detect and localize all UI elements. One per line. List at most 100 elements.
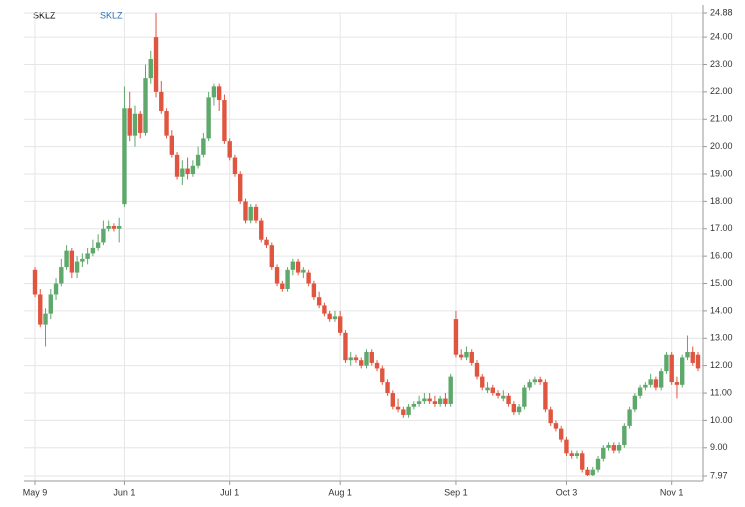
candle-body [164, 111, 169, 136]
candle-body [453, 319, 459, 355]
candle-body [211, 86, 217, 98]
candle-body [395, 406, 401, 410]
y-tick-label: 17.00 [710, 223, 733, 233]
y-tick-label: 11.00 [710, 387, 732, 397]
candle-body [90, 247, 96, 254]
candle-body [95, 242, 101, 248]
candle-body [290, 261, 296, 270]
candle-body [459, 354, 464, 358]
candle-body [148, 58, 153, 79]
candle-body [138, 113, 143, 133]
candle-body [506, 395, 511, 404]
candle-body [201, 138, 206, 155]
legend-entry: SKLZ [100, 10, 123, 20]
candle-body [232, 157, 238, 174]
x-tick-label: Jul 1 [220, 487, 239, 497]
candle-body [248, 206, 253, 221]
candle-body [669, 354, 674, 383]
candle-body [316, 297, 322, 306]
candle-body [637, 387, 643, 396]
candle-body [306, 272, 311, 284]
candle-body [495, 393, 501, 396]
y-tick-label: 13.00 [710, 333, 733, 343]
y-tick-label: 16.00 [710, 251, 733, 261]
candle-body [101, 228, 106, 243]
x-tick-label: Jun 1 [113, 487, 135, 497]
candle-body [106, 226, 111, 229]
candle-body [359, 360, 364, 366]
candle-body [32, 269, 38, 295]
candle-body [69, 250, 75, 273]
candle-body [443, 398, 448, 404]
candle-body [259, 220, 264, 240]
candle-body [548, 409, 553, 424]
candle-body [537, 379, 543, 383]
candle-body [653, 379, 659, 388]
candle-body [595, 458, 601, 470]
y-tick-label: 23.00 [710, 59, 733, 69]
candle-body [632, 395, 638, 410]
candle-body [695, 354, 701, 369]
candle-body [38, 294, 43, 325]
candle-body [222, 100, 227, 142]
candle-body [406, 406, 411, 415]
candle-body [253, 206, 259, 221]
candle-body [601, 447, 606, 459]
y-tick-label: 24.00 [710, 31, 733, 41]
candle-body [369, 351, 374, 363]
candle-body [337, 316, 343, 333]
candle-body [353, 357, 359, 361]
candle-body [364, 351, 369, 366]
candle-body [516, 406, 522, 413]
candle-body [648, 379, 653, 385]
candle-body [285, 269, 290, 289]
y-tick-label: 19.00 [710, 168, 733, 178]
y-tick-label: 15.00 [710, 278, 733, 288]
candle-body [264, 239, 269, 246]
candle-body [690, 351, 695, 363]
candle-body [169, 135, 175, 155]
y-tick-label: 24.88 [710, 7, 733, 17]
candle-body [501, 395, 506, 399]
candle-body [74, 261, 80, 273]
candle-body [616, 445, 622, 451]
candle-body [243, 201, 248, 221]
candle-body [122, 108, 127, 205]
candle-body [143, 78, 148, 133]
candle-body [427, 398, 432, 402]
candle-body [527, 382, 532, 388]
candle-body [385, 382, 390, 394]
candle-body [43, 313, 48, 325]
candle-body [374, 362, 380, 369]
candle-body [411, 403, 417, 407]
candle-body [274, 267, 280, 284]
candle-body [674, 382, 680, 385]
candle-body [332, 316, 338, 320]
y-tick-label: 9.00 [710, 442, 728, 452]
candle-body [85, 253, 90, 259]
candle-body [159, 91, 164, 112]
candle-body [216, 86, 222, 101]
candle-body [564, 439, 569, 454]
candle-body [227, 141, 232, 158]
candle-body [590, 469, 595, 476]
candle-body [664, 354, 669, 372]
candle-body [558, 428, 564, 440]
y-tick-label: 12.00 [710, 360, 733, 370]
candle-body [48, 294, 53, 314]
candle-body [80, 258, 85, 262]
candle-body [111, 226, 117, 229]
candle-body [658, 371, 664, 388]
candle-body [627, 409, 632, 426]
candle-body [622, 425, 627, 446]
candle-body [553, 423, 559, 429]
candle-body [301, 269, 306, 273]
candle-body [348, 357, 353, 361]
candle-body [269, 245, 274, 268]
candle-body [343, 332, 348, 361]
candle-body [543, 382, 548, 410]
candle-body [401, 409, 406, 415]
candle-body [311, 283, 317, 298]
